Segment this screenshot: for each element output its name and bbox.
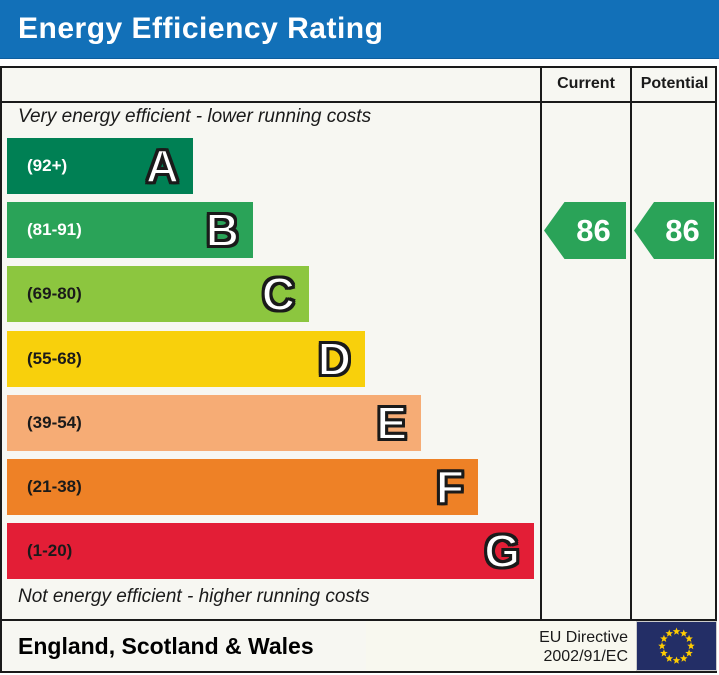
- column-header-current: Current: [557, 75, 615, 92]
- band-g: (1-20) G: [7, 523, 534, 579]
- band-range-label: (1-20): [27, 541, 73, 560]
- footer-top-border: [2, 619, 715, 621]
- band-range-label: (39-54): [27, 413, 82, 432]
- band-range-label: (55-68): [27, 349, 82, 368]
- band-range-label: (21-38): [27, 477, 82, 496]
- band-b: (81-91) B: [7, 202, 253, 258]
- band-f: (21-38) F: [7, 459, 478, 515]
- band-c: (69-80) C: [7, 266, 309, 322]
- band-range-label: (81-91): [27, 220, 82, 239]
- band-a: (92+) A: [7, 138, 193, 194]
- band-letter: E: [375, 397, 408, 449]
- current-column-divider: [540, 68, 542, 619]
- eu-directive-label: EU Directive 2002/91/EC: [440, 628, 628, 666]
- band-letter: D: [317, 333, 352, 385]
- bottom-note: Not energy efficient - higher running co…: [18, 586, 370, 607]
- footer-region-label: England, Scotland & Wales: [18, 633, 314, 659]
- eu-directive-line1: EU Directive: [539, 629, 628, 646]
- band-e: (39-54) E: [7, 395, 421, 451]
- band-letter: A: [145, 140, 180, 192]
- title-bar: Energy Efficiency Rating: [0, 0, 719, 59]
- band-letter: G: [483, 525, 521, 577]
- band-letter: C: [261, 268, 296, 320]
- band-letter: F: [435, 461, 465, 513]
- eu-directive-line2: 2002/91/EC: [543, 648, 628, 665]
- current-rating-arrow: 86: [544, 202, 626, 259]
- potential-column-divider: [630, 68, 632, 619]
- column-header-potential: Potential: [640, 75, 709, 92]
- current-rating-value: 86: [576, 212, 611, 248]
- header-underline: [2, 101, 715, 103]
- top-note: Very energy efficient - lower running co…: [18, 106, 372, 127]
- potential-rating-value: 86: [665, 212, 700, 248]
- page-title: Energy Efficiency Rating: [18, 12, 384, 45]
- band-letter: B: [205, 204, 240, 256]
- band-range-label: (69-80): [27, 284, 82, 303]
- eu-flag-icon: [637, 622, 716, 670]
- band-d: (55-68) D: [7, 331, 365, 387]
- band-range-label: (92+): [27, 156, 68, 175]
